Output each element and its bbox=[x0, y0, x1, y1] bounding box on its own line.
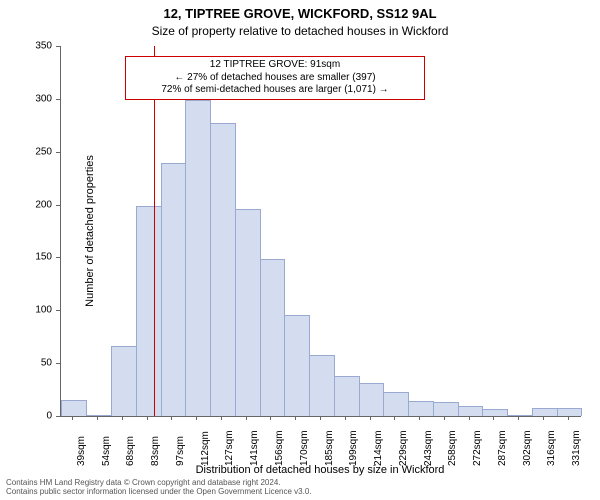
ytick-mark bbox=[56, 205, 60, 206]
xtick-mark bbox=[171, 416, 172, 420]
xtick-mark bbox=[72, 416, 73, 420]
xtick-mark bbox=[122, 416, 123, 420]
xtick-label: 214sqm bbox=[373, 430, 384, 466]
ytick-label: 100 bbox=[0, 305, 52, 316]
xtick-mark bbox=[493, 416, 494, 420]
xtick-label: 185sqm bbox=[324, 430, 335, 466]
xtick-mark bbox=[469, 416, 470, 420]
xtick-label: 54sqm bbox=[101, 436, 112, 466]
xtick-mark bbox=[568, 416, 569, 420]
xtick-mark bbox=[419, 416, 420, 420]
annotation-box: 12 TIPTREE GROVE: 91sqm← 27% of detached… bbox=[125, 56, 425, 100]
bar bbox=[383, 392, 409, 416]
bar bbox=[284, 315, 310, 416]
bar bbox=[334, 376, 360, 416]
xtick-label: 39sqm bbox=[76, 436, 87, 466]
ytick-label: 0 bbox=[0, 411, 52, 422]
bar bbox=[86, 415, 112, 416]
annotation-line: 72% of semi-detached houses are larger (… bbox=[132, 84, 418, 97]
bar bbox=[433, 402, 459, 416]
xtick-label: 302sqm bbox=[522, 430, 533, 466]
xtick-label: 272sqm bbox=[472, 430, 483, 466]
x-axis-label: Distribution of detached houses by size … bbox=[60, 464, 580, 476]
marker-line bbox=[154, 46, 155, 416]
xtick-label: 287sqm bbox=[497, 430, 508, 466]
xtick-label: 83sqm bbox=[150, 436, 161, 466]
xtick-mark bbox=[518, 416, 519, 420]
ytick-label: 50 bbox=[0, 358, 52, 369]
footer: Contains HM Land Registry data © Crown c… bbox=[6, 478, 312, 496]
ytick-label: 150 bbox=[0, 252, 52, 263]
xtick-label: 243sqm bbox=[423, 430, 434, 466]
xtick-mark bbox=[320, 416, 321, 420]
xtick-label: 97sqm bbox=[175, 436, 186, 466]
xtick-label: 316sqm bbox=[546, 430, 557, 466]
bar bbox=[185, 100, 211, 416]
xtick-label: 199sqm bbox=[348, 430, 359, 466]
xtick-label: 112sqm bbox=[200, 431, 211, 466]
bars-layer bbox=[61, 46, 581, 416]
footer-line1: Contains HM Land Registry data © Crown c… bbox=[6, 478, 312, 487]
ytick-label: 350 bbox=[0, 41, 52, 52]
xtick-label: 331sqm bbox=[571, 430, 582, 466]
ytick-label: 300 bbox=[0, 93, 52, 104]
bar bbox=[458, 406, 484, 417]
bar bbox=[507, 415, 533, 416]
bar bbox=[136, 206, 162, 416]
xtick-mark bbox=[295, 416, 296, 420]
annotation-line: 12 TIPTREE GROVE: 91sqm bbox=[132, 59, 418, 72]
xtick-label: 127sqm bbox=[224, 430, 235, 466]
bar bbox=[235, 209, 261, 416]
plot-area: 12 TIPTREE GROVE: 91sqm← 27% of detached… bbox=[60, 46, 581, 417]
bar bbox=[408, 401, 434, 416]
xtick-label: 229sqm bbox=[398, 430, 409, 466]
bar bbox=[61, 400, 87, 416]
bar bbox=[260, 259, 286, 416]
xtick-mark bbox=[147, 416, 148, 420]
ytick-mark bbox=[56, 416, 60, 417]
bar bbox=[557, 408, 583, 416]
bar bbox=[161, 163, 187, 416]
ytick-mark bbox=[56, 310, 60, 311]
xtick-label: 141sqm bbox=[249, 430, 260, 466]
chart-container: 12, TIPTREE GROVE, WICKFORD, SS12 9AL Si… bbox=[0, 0, 600, 500]
ytick-label: 200 bbox=[0, 199, 52, 210]
ytick-mark bbox=[56, 152, 60, 153]
bar bbox=[111, 346, 137, 416]
xtick-mark bbox=[370, 416, 371, 420]
xtick-label: 156sqm bbox=[274, 430, 285, 466]
xtick-label: 258sqm bbox=[447, 430, 458, 466]
xtick-mark bbox=[543, 416, 544, 420]
ytick-mark bbox=[56, 363, 60, 364]
xtick-mark bbox=[394, 416, 395, 420]
ytick-mark bbox=[56, 99, 60, 100]
bar bbox=[309, 355, 335, 416]
xtick-mark bbox=[270, 416, 271, 420]
ytick-mark bbox=[56, 257, 60, 258]
bar bbox=[482, 409, 508, 416]
xtick-mark bbox=[196, 416, 197, 420]
xtick-mark bbox=[97, 416, 98, 420]
ytick-mark bbox=[56, 46, 60, 47]
bar bbox=[210, 123, 236, 416]
ytick-label: 250 bbox=[0, 146, 52, 157]
chart-title-line1: 12, TIPTREE GROVE, WICKFORD, SS12 9AL bbox=[0, 6, 600, 21]
xtick-mark bbox=[444, 416, 445, 420]
xtick-mark bbox=[221, 416, 222, 420]
bar bbox=[359, 383, 385, 416]
footer-line2: Contains public sector information licen… bbox=[6, 487, 312, 496]
chart-title-line2: Size of property relative to detached ho… bbox=[0, 24, 600, 38]
bar bbox=[532, 408, 558, 416]
xtick-mark bbox=[345, 416, 346, 420]
xtick-mark bbox=[246, 416, 247, 420]
xtick-label: 170sqm bbox=[299, 430, 310, 466]
xtick-label: 68sqm bbox=[125, 436, 136, 466]
annotation-line: ← 27% of detached houses are smaller (39… bbox=[132, 72, 418, 85]
